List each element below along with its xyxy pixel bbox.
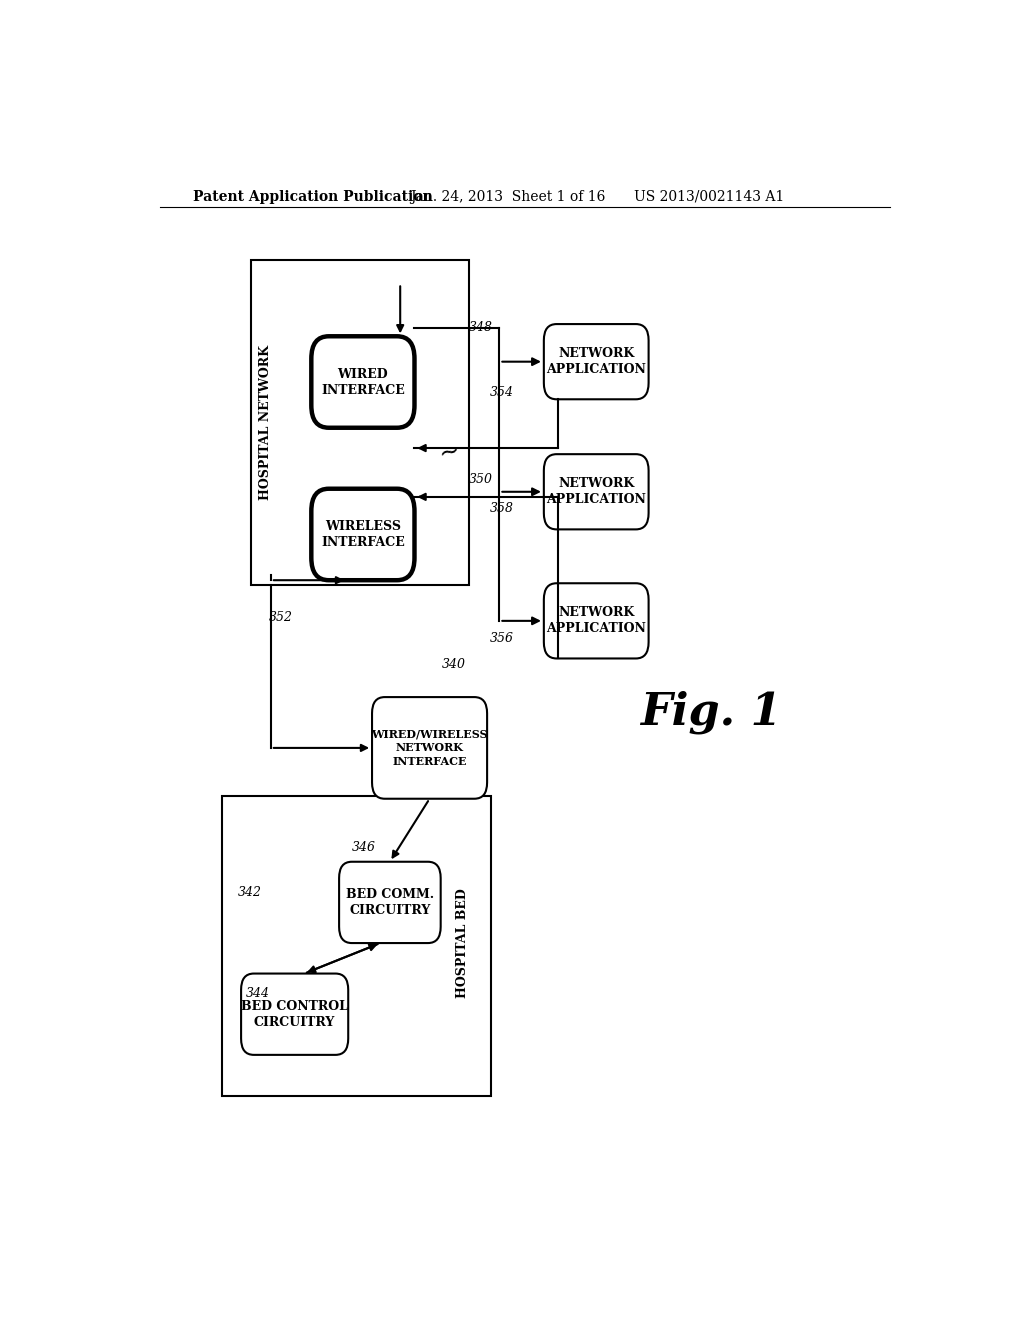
Bar: [251, 260, 469, 585]
Text: BED COMM.
CIRCUITRY: BED COMM. CIRCUITRY: [346, 888, 434, 917]
FancyBboxPatch shape: [544, 583, 648, 659]
Text: 344: 344: [246, 987, 269, 1001]
Text: Fig. 1: Fig. 1: [640, 690, 782, 734]
Text: ~: ~: [436, 440, 463, 467]
Text: 354: 354: [489, 385, 514, 399]
Text: NETWORK
APPLICATION: NETWORK APPLICATION: [546, 478, 646, 507]
Text: WIRED/WIRELESS
NETWORK
INTERFACE: WIRED/WIRELESS NETWORK INTERFACE: [372, 729, 487, 767]
Text: Patent Application Publication: Patent Application Publication: [194, 190, 433, 203]
Text: US 2013/0021143 A1: US 2013/0021143 A1: [634, 190, 784, 203]
Text: 340: 340: [441, 659, 466, 671]
Text: HOSPITAL NETWORK: HOSPITAL NETWORK: [259, 345, 271, 500]
FancyBboxPatch shape: [544, 325, 648, 399]
FancyBboxPatch shape: [372, 697, 487, 799]
Text: 350: 350: [469, 473, 494, 486]
Text: 348: 348: [469, 321, 494, 334]
Text: 356: 356: [489, 632, 514, 644]
Text: WIRELESS
INTERFACE: WIRELESS INTERFACE: [322, 520, 404, 549]
FancyBboxPatch shape: [241, 974, 348, 1055]
FancyBboxPatch shape: [311, 488, 415, 581]
FancyBboxPatch shape: [544, 454, 648, 529]
Text: 342: 342: [238, 886, 261, 899]
Text: BED CONTROL
CIRCUITRY: BED CONTROL CIRCUITRY: [242, 999, 348, 1028]
Text: 346: 346: [352, 841, 376, 854]
Text: 352: 352: [269, 611, 293, 624]
Text: NETWORK
APPLICATION: NETWORK APPLICATION: [546, 347, 646, 376]
Text: HOSPITAL BED: HOSPITAL BED: [457, 888, 469, 998]
Text: Jan. 24, 2013  Sheet 1 of 16: Jan. 24, 2013 Sheet 1 of 16: [410, 190, 605, 203]
Text: 358: 358: [489, 502, 514, 515]
Text: WIRED
INTERFACE: WIRED INTERFACE: [322, 367, 404, 396]
Text: NETWORK
APPLICATION: NETWORK APPLICATION: [546, 606, 646, 635]
Bar: [221, 796, 492, 1096]
FancyBboxPatch shape: [311, 337, 415, 428]
FancyBboxPatch shape: [339, 862, 440, 942]
